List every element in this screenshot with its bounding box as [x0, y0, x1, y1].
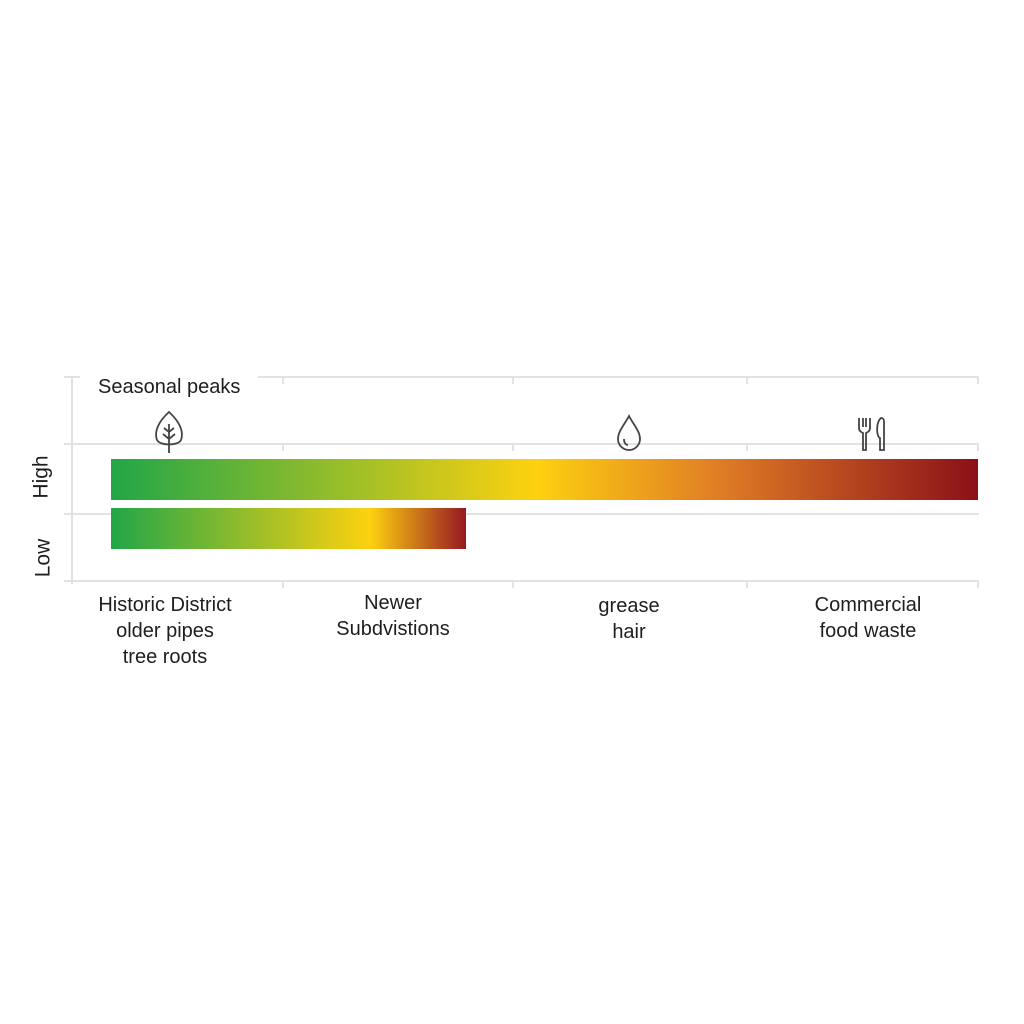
y-label-high: High [29, 455, 53, 499]
gridline [64, 513, 979, 515]
x-label-line: tree roots [122, 646, 208, 668]
gridline [64, 376, 979, 378]
tick [512, 444, 514, 451]
x-label-grease-hair: grease hair [514, 593, 744, 645]
y-axis-line [71, 376, 73, 584]
tick [282, 444, 284, 451]
x-label-line: grease [598, 595, 660, 617]
tick [746, 444, 748, 451]
tick [512, 581, 514, 588]
tick [977, 377, 979, 384]
x-label-historic-district: Historic District older pipes tree roots [50, 592, 280, 670]
bar-low [111, 508, 466, 549]
tick [282, 581, 284, 588]
tick [977, 581, 979, 588]
seasonal-peaks-label: Seasonal peaks [80, 370, 259, 403]
x-label-line: hair [612, 621, 646, 643]
x-label-line: Subdvistions [336, 618, 450, 640]
tick [282, 377, 284, 384]
y-label-low: Low [31, 538, 55, 578]
x-label-commercial: Commercial food waste [753, 592, 983, 644]
x-label-line: food waste [819, 620, 917, 642]
x-label-line: Historic District [98, 594, 232, 616]
water-drop-icon [617, 414, 641, 451]
gridline [64, 443, 979, 445]
tick [512, 377, 514, 384]
x-label-newer-subdivisions: Newer Subdvistions [278, 590, 508, 642]
x-label-line: Newer [364, 592, 422, 614]
leaf-icon [155, 410, 183, 453]
bar-high [111, 459, 978, 500]
tick [977, 444, 979, 451]
fork-knife-icon [858, 417, 885, 451]
gridline [64, 580, 979, 582]
x-label-line: older pipes [116, 620, 214, 642]
tick [746, 377, 748, 384]
x-label-line: Commercial [814, 594, 922, 616]
tick [746, 581, 748, 588]
